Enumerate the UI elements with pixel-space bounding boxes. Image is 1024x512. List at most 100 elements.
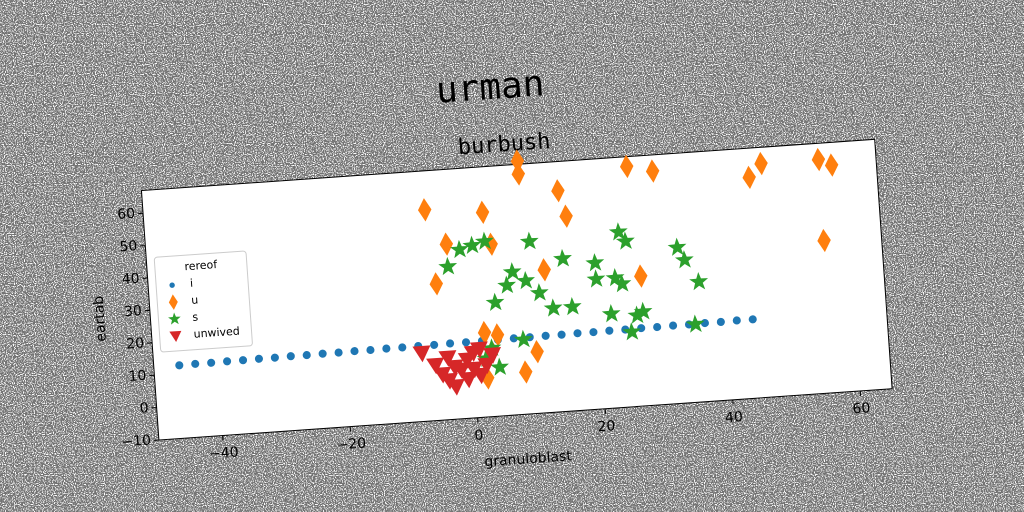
point — [608, 222, 628, 241]
point — [615, 231, 635, 250]
point — [824, 153, 839, 177]
point — [817, 228, 831, 253]
point — [461, 338, 471, 347]
point — [175, 361, 184, 370]
point — [483, 346, 501, 364]
point — [318, 349, 327, 358]
point — [439, 232, 454, 256]
point — [653, 322, 662, 332]
point — [529, 283, 549, 302]
point — [573, 329, 582, 338]
point — [412, 345, 431, 363]
y-tick-label: 40 — [121, 271, 140, 288]
x-tick-label: −40 — [209, 444, 240, 462]
legend-label: s — [192, 310, 199, 323]
chart-title: urman — [435, 63, 546, 111]
point — [589, 328, 598, 337]
point — [627, 305, 647, 324]
point — [350, 347, 359, 356]
point — [238, 356, 248, 365]
y-tick-label: −10 — [121, 433, 152, 451]
point — [490, 323, 505, 347]
point — [485, 292, 505, 311]
point — [509, 334, 518, 343]
point — [502, 262, 522, 281]
point — [429, 272, 444, 296]
point — [748, 315, 757, 324]
point — [510, 149, 525, 173]
point — [557, 330, 566, 339]
point — [438, 350, 457, 367]
point — [223, 357, 232, 366]
point — [513, 329, 533, 348]
point — [464, 361, 483, 379]
axes-frame — [140, 138, 893, 441]
point — [586, 269, 606, 288]
point — [398, 343, 407, 352]
plot-group: urman burbush granuloblast eartab −40 −20… — [91, 63, 893, 470]
legend-marker — [168, 312, 181, 325]
point — [334, 348, 343, 357]
point — [366, 345, 375, 355]
point — [637, 324, 646, 333]
y-tick-label: 10 — [128, 368, 147, 385]
point — [619, 154, 634, 179]
point — [462, 235, 482, 254]
legend-marker — [168, 294, 178, 310]
point — [537, 258, 551, 282]
point — [543, 298, 563, 317]
point — [511, 162, 526, 186]
point — [685, 314, 705, 333]
point — [530, 340, 544, 364]
point — [438, 256, 458, 276]
point — [430, 340, 439, 349]
point — [474, 231, 494, 250]
point — [716, 317, 725, 326]
legend-box — [153, 250, 253, 353]
point — [449, 239, 469, 259]
point — [674, 250, 694, 269]
point — [417, 198, 432, 222]
point — [634, 264, 648, 288]
y-tick-label: 30 — [124, 303, 143, 320]
point — [469, 341, 488, 359]
point — [612, 274, 632, 293]
point — [541, 331, 550, 340]
point — [446, 378, 465, 396]
legend-marker — [169, 330, 182, 343]
legend-marker — [169, 282, 175, 288]
legend-label: i — [190, 277, 194, 290]
point — [553, 248, 572, 268]
point — [585, 253, 605, 272]
point — [562, 297, 582, 316]
point — [645, 159, 660, 183]
point — [633, 301, 653, 321]
point — [519, 231, 539, 250]
point — [732, 316, 741, 325]
point — [302, 351, 311, 360]
point — [270, 353, 279, 362]
x-tick-label: 0 — [474, 427, 484, 444]
point — [551, 179, 565, 203]
point — [669, 321, 678, 330]
point — [601, 304, 621, 323]
y-tick-label: 0 — [139, 400, 149, 417]
y-tick-label: 50 — [119, 238, 138, 255]
x-tick-label: 60 — [852, 400, 871, 417]
point — [490, 357, 509, 376]
point — [446, 339, 455, 348]
y-tick-label: 60 — [117, 206, 136, 223]
point — [207, 358, 216, 367]
x-tick-label: −20 — [336, 436, 367, 454]
point — [622, 322, 642, 341]
point — [667, 237, 687, 256]
point — [426, 357, 445, 375]
point — [475, 200, 490, 224]
y-tick-label: 20 — [126, 335, 145, 352]
point — [382, 344, 391, 353]
x-tick-label: 40 — [725, 409, 744, 426]
point — [742, 165, 756, 190]
point — [754, 151, 768, 176]
x-tick-label: 20 — [597, 418, 616, 435]
